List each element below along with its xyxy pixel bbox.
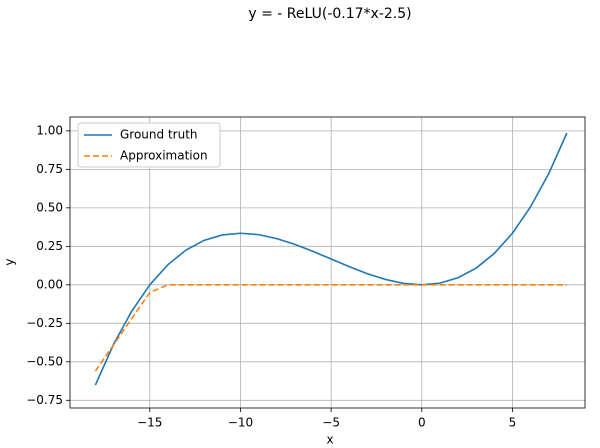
legend-label: Approximation [120, 149, 208, 163]
y-tick-label: −0.75 [26, 393, 63, 407]
chart-title: y = - ReLU(-0.17*x-2.5) [248, 6, 411, 22]
y-tick-label: 1.00 [36, 123, 63, 137]
y-tick-label: 0.75 [36, 162, 63, 176]
y-tick-label: −0.25 [26, 316, 63, 330]
x-tick-label: −5 [322, 416, 340, 430]
y-axis-label: y [3, 258, 17, 265]
y-tick-label: −0.50 [26, 354, 63, 368]
y-tick-label: 0.50 [36, 200, 63, 214]
legend-box [77, 122, 221, 168]
legend-label: Ground truth [120, 128, 198, 142]
series-line [94, 284, 567, 372]
series-line [94, 132, 568, 386]
y-tick-label: 0.00 [36, 277, 63, 291]
x-tick-label: 0 [418, 416, 426, 430]
x-axis-label: x [326, 433, 333, 447]
y-tick-label: 0.25 [36, 239, 63, 253]
plot-frame [69, 116, 586, 409]
x-tick-label: −15 [137, 416, 162, 430]
x-tick-label: −10 [228, 416, 253, 430]
x-tick-label: 5 [509, 416, 517, 430]
